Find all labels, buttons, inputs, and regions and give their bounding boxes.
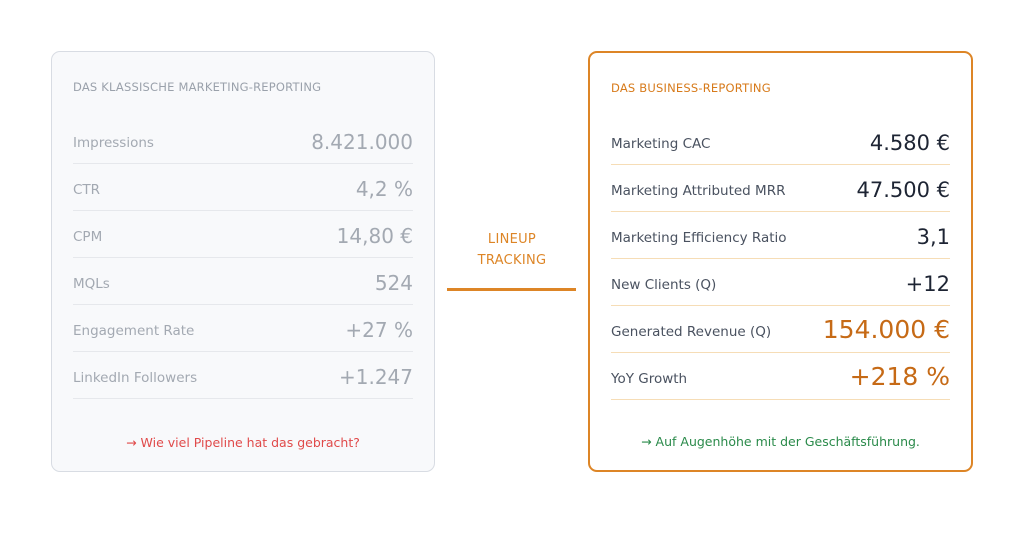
metric-label: Marketing CAC bbox=[611, 136, 711, 152]
metric-row-engagement-rate: Engagement Rate +27 % bbox=[73, 305, 413, 352]
metric-value: 4,2 % bbox=[355, 177, 413, 201]
metric-label: CPM bbox=[73, 229, 103, 245]
metric-label: New Clients (Q) bbox=[611, 277, 717, 293]
metric-value: +27 % bbox=[345, 318, 413, 342]
metric-value: +218 % bbox=[849, 362, 950, 391]
metric-label: Impressions bbox=[73, 135, 154, 151]
metric-value: 47.500 € bbox=[856, 178, 950, 202]
metric-row-generated-revenue: Generated Revenue (Q) 154.000 € bbox=[611, 306, 950, 353]
metric-row-new-clients: New Clients (Q) +12 bbox=[611, 259, 950, 306]
business-reporting-title: DAS BUSINESS-REPORTING bbox=[611, 81, 771, 95]
metric-row-yoy-growth: YoY Growth +218 % bbox=[611, 353, 950, 400]
metric-value: +12 bbox=[905, 272, 950, 296]
metric-row-attributed-mrr: Marketing Attributed MRR 47.500 € bbox=[611, 165, 950, 212]
metric-row-cpm: CPM 14,80 € bbox=[73, 211, 413, 258]
classic-reporting-card: DAS KLASSISCHE MARKETING-REPORTING Impre… bbox=[51, 51, 435, 472]
metric-value: 8.421.000 bbox=[311, 130, 413, 154]
metric-row-marketing-cac: Marketing CAC 4.580 € bbox=[611, 118, 950, 165]
metric-row-efficiency-ratio: Marketing Efficiency Ratio 3,1 bbox=[611, 212, 950, 259]
metric-value: 14,80 € bbox=[336, 224, 413, 248]
metric-row-mqls: MQLs 524 bbox=[73, 258, 413, 305]
metric-label: LinkedIn Followers bbox=[73, 370, 198, 386]
classic-reporting-title: DAS KLASSISCHE MARKETING-REPORTING bbox=[73, 80, 322, 94]
business-reporting-card: DAS BUSINESS-REPORTING Marketing CAC 4.5… bbox=[588, 51, 973, 472]
connector-label-line1: LINEUP bbox=[487, 232, 537, 247]
metric-label: MQLs bbox=[73, 276, 110, 292]
connector-label: LINEUP TRACKING bbox=[447, 229, 577, 271]
connector-label-line2: TRACKING bbox=[477, 253, 547, 268]
metric-label: YoY Growth bbox=[611, 371, 688, 387]
metric-label: Generated Revenue (Q) bbox=[611, 324, 772, 340]
metric-value: 524 bbox=[374, 271, 413, 295]
metric-value: 3,1 bbox=[916, 225, 950, 249]
business-metrics-list: Marketing CAC 4.580 € Marketing Attribut… bbox=[611, 118, 950, 400]
metric-value: 4.580 € bbox=[869, 131, 950, 155]
classic-metrics-list: Impressions 8.421.000 CTR 4,2 % CPM 14,8… bbox=[73, 117, 413, 399]
connector-line bbox=[447, 288, 576, 291]
metric-label: Marketing Efficiency Ratio bbox=[611, 230, 787, 246]
metric-value: 154.000 € bbox=[822, 315, 950, 344]
business-reporting-footer: → Auf Augenhöhe mit der Geschäftsführung… bbox=[641, 434, 920, 449]
classic-reporting-footer: → Wie viel Pipeline hat das gebracht? bbox=[126, 435, 360, 450]
metric-row-linkedin-followers: LinkedIn Followers +1.247 bbox=[73, 352, 413, 399]
metric-row-impressions: Impressions 8.421.000 bbox=[73, 117, 413, 164]
metric-label: CTR bbox=[73, 182, 101, 198]
metric-label: Marketing Attributed MRR bbox=[611, 183, 786, 199]
metric-label: Engagement Rate bbox=[73, 323, 195, 339]
metric-row-ctr: CTR 4,2 % bbox=[73, 164, 413, 211]
metric-value: +1.247 bbox=[338, 365, 413, 389]
